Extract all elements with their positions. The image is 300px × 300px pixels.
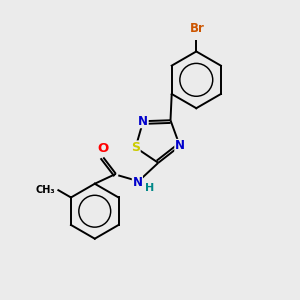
Text: CH₃: CH₃ — [35, 185, 55, 195]
Text: N: N — [138, 115, 148, 128]
Text: H: H — [145, 183, 154, 193]
Text: S: S — [131, 141, 140, 154]
Text: N: N — [132, 176, 142, 189]
Text: O: O — [98, 142, 109, 155]
Text: N: N — [175, 140, 185, 152]
Text: Br: Br — [190, 22, 205, 35]
